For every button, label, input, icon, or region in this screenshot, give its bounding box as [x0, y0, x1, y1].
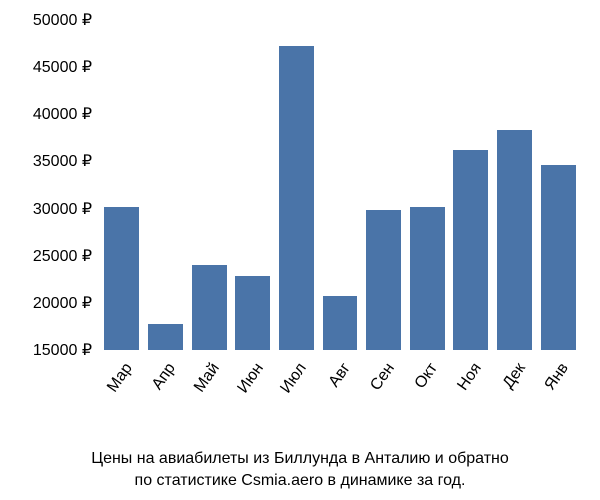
bar	[410, 207, 445, 350]
y-tick-label: 45000 ₽	[33, 57, 92, 77]
bar	[497, 130, 532, 350]
y-tick-label: 20000 ₽	[33, 293, 92, 313]
bar	[541, 165, 576, 350]
bar	[323, 296, 358, 350]
x-tick-label: Янв	[542, 360, 573, 394]
caption-line-2: по статистике Csmia.aero в динамике за г…	[0, 472, 600, 490]
y-tick-label: 40000 ₽	[33, 104, 92, 124]
x-tick-label: Апр	[149, 360, 180, 393]
bar	[366, 210, 401, 350]
bar	[104, 207, 139, 350]
x-tick-label: Июн	[234, 360, 267, 397]
bar	[235, 276, 270, 350]
x-tick-label: Окт	[412, 360, 442, 392]
x-tick-label: Мар	[104, 360, 137, 396]
y-tick-label: 30000 ₽	[33, 199, 92, 219]
bar	[453, 150, 488, 350]
bar	[279, 46, 314, 350]
plot-area	[100, 20, 580, 350]
x-tick-label: Дек	[499, 360, 529, 392]
price-chart: 15000 ₽ 20000 ₽ 25000 ₽ 30000 ₽ 35000 ₽ 40000…	[0, 0, 600, 500]
y-tick-label: 25000 ₽	[33, 246, 92, 266]
y-tick-label: 50000 ₽	[33, 10, 92, 30]
y-tick-label: 35000 ₽	[33, 151, 92, 171]
bar	[148, 324, 183, 350]
caption-line-1: Цены на авиабилеты из Биллунда в Анталию…	[0, 450, 600, 468]
x-tick-label: Июл	[278, 360, 311, 397]
x-tick-label: Май	[191, 360, 224, 396]
x-tick-label: Ноя	[454, 360, 485, 394]
y-tick-label: 15000 ₽	[33, 340, 92, 360]
bar	[192, 265, 227, 350]
x-tick-label: Сен	[367, 360, 399, 394]
x-tick-label: Авг	[326, 360, 355, 391]
